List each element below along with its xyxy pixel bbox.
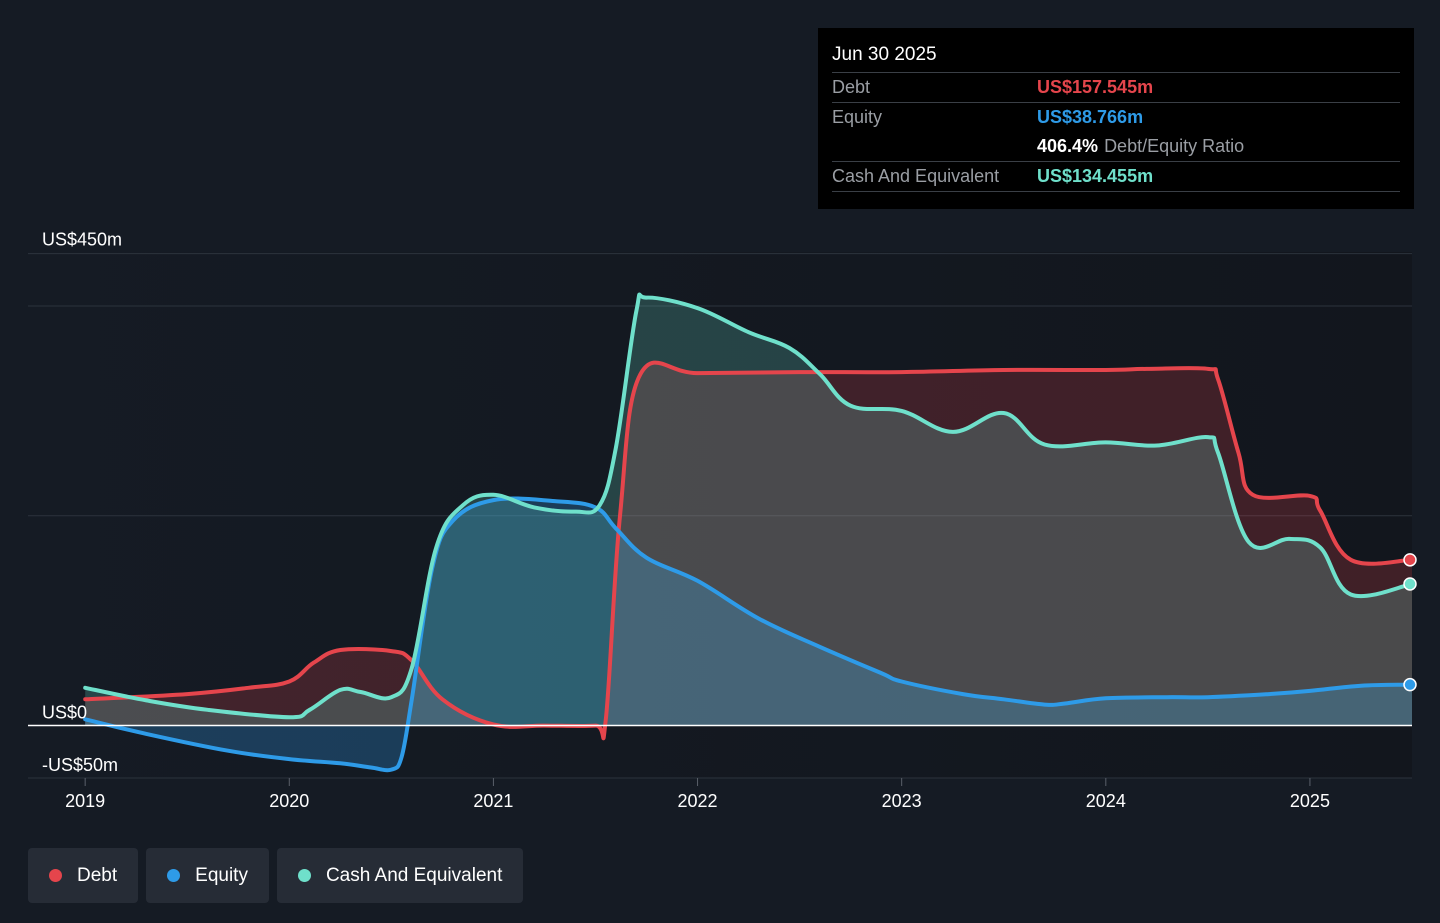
area-cash-and-equivalent (85, 294, 1412, 726)
line-equity (83, 496, 1414, 773)
y-tick-label: -US$50m (42, 755, 118, 775)
legend-item-debt[interactable]: Debt (28, 848, 139, 903)
legend-label-cash: Cash And Equivalent (325, 864, 503, 886)
tooltip-row-equity: Equity US$38.766m (832, 102, 1400, 132)
line-cash-and-equivalent (83, 292, 1414, 720)
x-tick-label: 2022 (678, 791, 718, 811)
x-tick-label: 2025 (1290, 791, 1330, 811)
debt-equity-chart: -US$50m US$0 US$450m 2019 2020 2021 2022 2023 20… (28, 230, 1417, 811)
tooltip-equity-label: Equity (832, 107, 883, 127)
y-tick-label: US$450m (42, 230, 122, 250)
end-marker-equity (1403, 677, 1417, 692)
tooltip-cash-label: Cash And Equivalent (832, 166, 1000, 186)
legend-item-cash[interactable]: Cash And Equivalent (276, 848, 524, 903)
x-tick-label: 2019 (65, 791, 105, 811)
tooltip-debt-label: Debt (832, 77, 871, 97)
tooltip-ratio-value: 406.4% (1037, 136, 1099, 156)
legend-item-equity[interactable]: Equity (146, 848, 269, 903)
legend-dot-equity (167, 869, 181, 882)
legend-label-equity: Equity (195, 864, 248, 886)
x-tick-label: 2020 (269, 791, 309, 811)
tooltip-row-cash: Cash And Equivalent US$134.455m (832, 161, 1400, 192)
legend-dot-debt (49, 869, 62, 882)
plot-background (28, 252, 1412, 778)
end-marker-cash-and-equivalent (1403, 577, 1417, 591)
area-debt (85, 362, 1412, 739)
legend-dot-cash (297, 869, 311, 882)
chart-legend: Debt Equity Cash And Equivalent (28, 848, 524, 903)
x-tick-label: 2023 (882, 791, 922, 811)
end-marker-debt (1403, 553, 1417, 567)
tooltip-ratio-label: Debt/Equity Ratio (1104, 136, 1245, 156)
tooltip-debt-value: US$157.545m (1037, 77, 1154, 97)
tooltip-row-ratio: 406.4% Debt/Equity Ratio (832, 132, 1400, 161)
legend-label-debt: Debt (77, 864, 118, 886)
tooltip-equity-value: US$38.766m (1037, 107, 1144, 127)
tooltip-panel: Jun 30 2025 Debt US$157.545m Equity US$3… (818, 28, 1414, 209)
x-tick-label: 2024 (1086, 791, 1126, 811)
tooltip-row-debt: Debt US$157.545m (832, 72, 1400, 102)
y-tick-label: US$0 (42, 703, 87, 723)
tooltip-cash-value: US$134.455m (1037, 166, 1154, 186)
x-tick-label: 2021 (473, 791, 513, 811)
line-debt (83, 360, 1414, 741)
tooltip-date: Jun 30 2025 (832, 44, 937, 65)
